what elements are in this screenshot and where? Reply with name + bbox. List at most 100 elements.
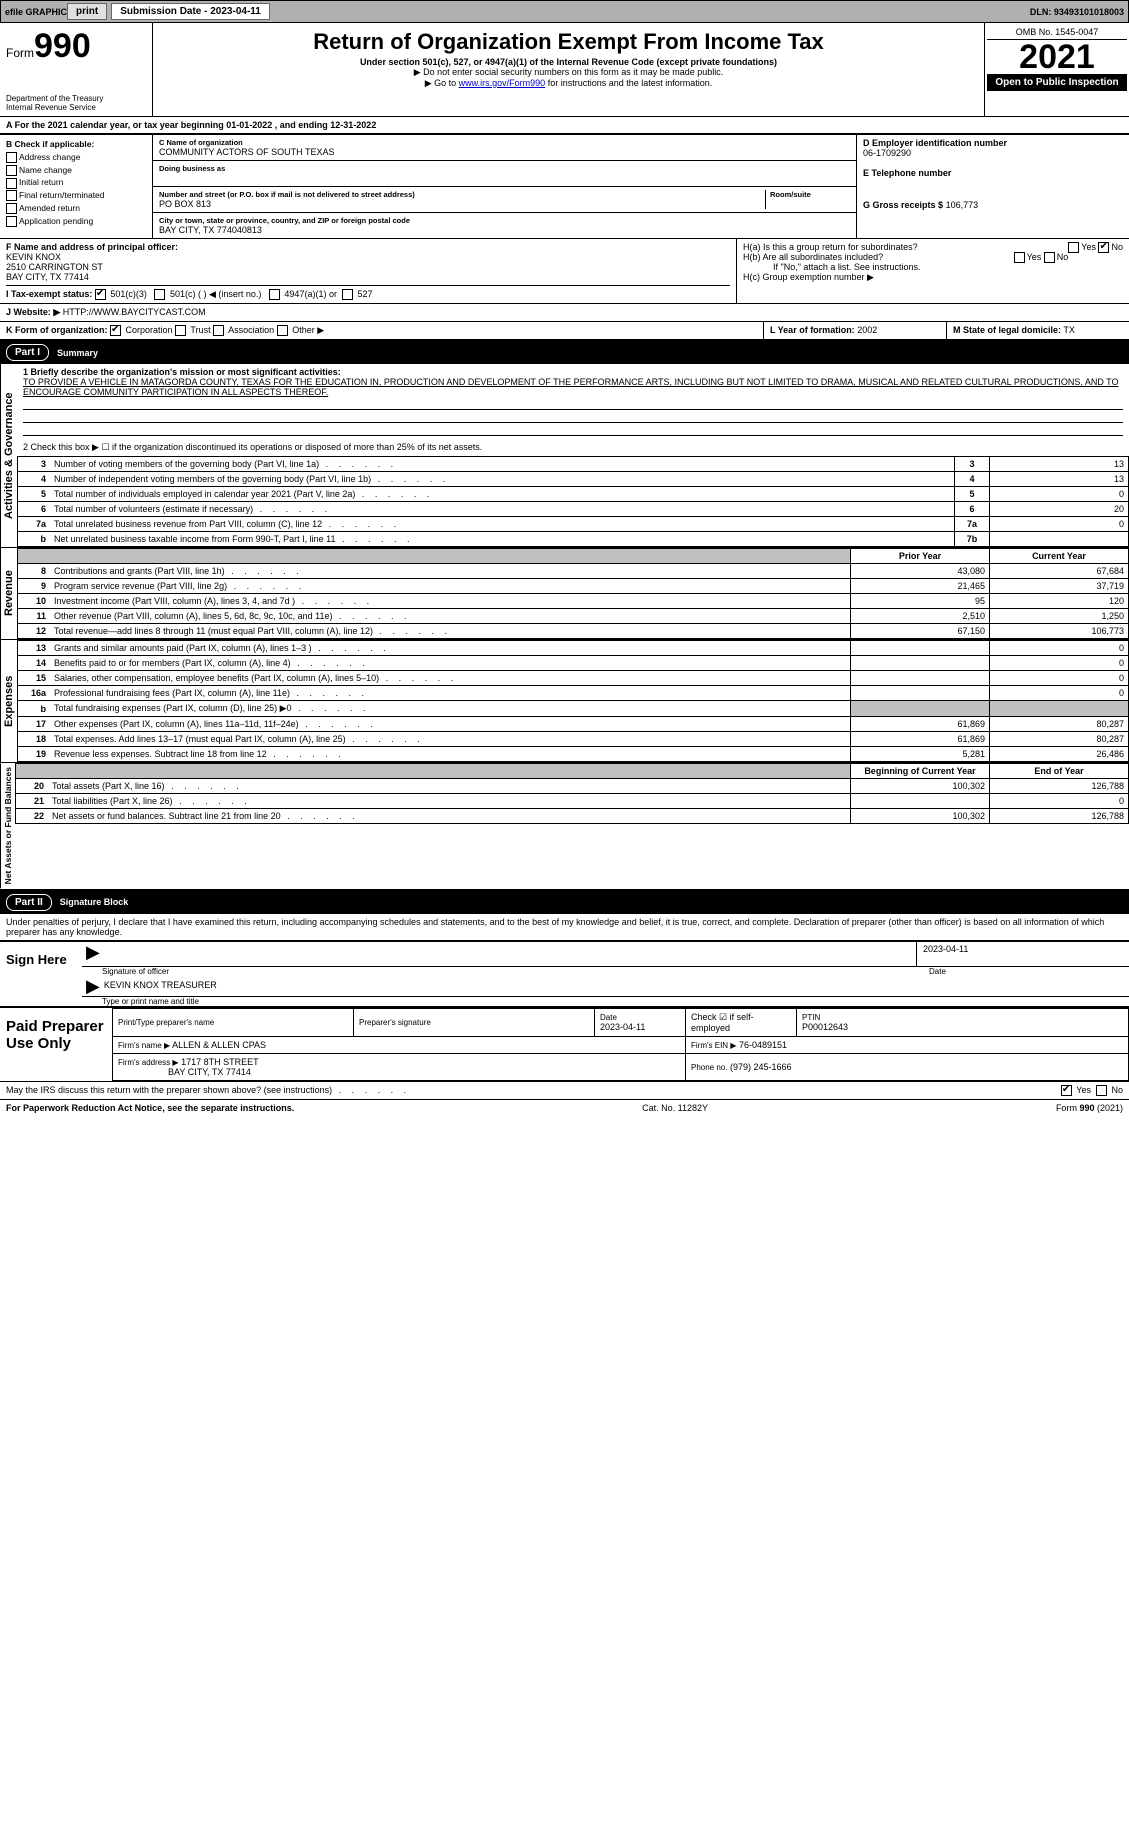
note-link: ▶ Go to www.irs.gov/Form990 for instruct…	[159, 78, 978, 89]
chk-name[interactable]	[6, 165, 17, 176]
current-val: 0	[990, 641, 1129, 656]
current-val: 106,773	[990, 624, 1129, 639]
chk-527[interactable]	[342, 289, 353, 300]
hb-no: No	[1057, 252, 1069, 262]
line-no: 16a	[18, 686, 51, 701]
prior-val: 21,465	[851, 579, 990, 594]
sign-date: 2023-04-11	[916, 942, 1129, 966]
chk-final-lbl: Final return/terminated	[19, 190, 105, 200]
line-desc: Program service revenue (Part VIII, line…	[50, 579, 851, 594]
part2-num: Part II	[6, 894, 52, 911]
prep-name-label: Print/Type preparer's name	[118, 1018, 348, 1027]
officer-name: KEVIN KNOX	[6, 252, 730, 262]
officer-addr2: BAY CITY, TX 77414	[6, 272, 730, 282]
top-bar: efile GRAPHIC print Submission Date - 20…	[0, 0, 1129, 23]
prep-date: 2023-04-11	[600, 1022, 680, 1032]
self-emp-label: Check ☑ if self-employed	[686, 1008, 797, 1036]
paid-label: Paid Preparer Use Only	[0, 1008, 112, 1081]
line-no: 8	[18, 564, 51, 579]
prior-val	[851, 656, 990, 671]
chk-discuss-no[interactable]	[1096, 1085, 1107, 1096]
chk-final[interactable]	[6, 190, 17, 201]
part1-title: Summary	[57, 348, 98, 358]
line-no: b	[18, 701, 51, 717]
current-val: 0	[990, 656, 1129, 671]
col-prior: Prior Year	[851, 549, 990, 564]
prior-val	[851, 701, 990, 717]
chk-ha-yes[interactable]	[1068, 242, 1079, 253]
chk-hb-yes[interactable]	[1014, 252, 1025, 263]
chk-amended[interactable]	[6, 203, 17, 214]
current-val: 126,788	[990, 779, 1129, 794]
chk-initial[interactable]	[6, 178, 17, 189]
lbl-501c3: 501(c)(3)	[110, 289, 147, 299]
line-no: 14	[18, 656, 51, 671]
form-org-label: K Form of organization:	[6, 325, 108, 335]
chk-pending[interactable]	[6, 216, 17, 227]
line-desc: Total revenue—add lines 8 through 11 (mu…	[50, 624, 851, 639]
chk-discuss-yes[interactable]	[1061, 1085, 1072, 1096]
officer-addr1: 2510 CARRINGTON ST	[6, 262, 730, 272]
discuss-yes: Yes	[1076, 1085, 1091, 1095]
line-no: 17	[18, 717, 51, 732]
check-app: Application pending	[6, 215, 146, 228]
line-no: 5	[18, 487, 51, 502]
section-net: Net Assets or Fund Balances Beginning of…	[0, 763, 1129, 890]
chk-corp[interactable]	[110, 325, 121, 336]
line-no: 4	[18, 472, 51, 487]
chk-name-lbl: Name change	[19, 165, 72, 175]
section-ag: Activities & Governance 1 Briefly descri…	[0, 364, 1129, 548]
sign-block: Sign Here ▶ 2023-04-11 Signature of offi…	[0, 940, 1129, 1006]
line-desc: Total fundraising expenses (Part IX, col…	[50, 701, 851, 717]
line-box: 6	[955, 502, 990, 517]
prior-val: 100,302	[851, 779, 990, 794]
submission-date-button[interactable]: Submission Date - 2023-04-11	[111, 3, 270, 20]
part2-header: Part II Signature Block	[0, 891, 1129, 914]
website-label: J Website: ▶	[6, 307, 60, 317]
current-val: 26,486	[990, 747, 1129, 762]
state-label: M State of legal domicile:	[953, 325, 1061, 335]
chk-501c[interactable]	[154, 289, 165, 300]
chk-trust[interactable]	[175, 325, 186, 336]
current-val: 67,684	[990, 564, 1129, 579]
firm-name: ALLEN & ALLEN CPAS	[172, 1040, 266, 1050]
current-val: 0	[990, 686, 1129, 701]
ha-yes: Yes	[1081, 242, 1096, 252]
officer-label: F Name and address of principal officer:	[6, 242, 730, 252]
prior-val: 61,869	[851, 717, 990, 732]
line-val: 13	[990, 472, 1129, 487]
chk-other[interactable]	[277, 325, 288, 336]
prior-val	[851, 671, 990, 686]
line-no: 10	[18, 594, 51, 609]
paid-block: Paid Preparer Use Only Print/Type prepar…	[0, 1006, 1129, 1081]
line-box: 5	[955, 487, 990, 502]
mission-text: TO PROVIDE A VEHICLE IN MATAGORDA COUNTY…	[23, 377, 1123, 397]
discuss-row: May the IRS discuss this return with the…	[0, 1081, 1129, 1099]
dba-label: Doing business as	[159, 164, 850, 173]
line-desc: Total liabilities (Part X, line 26)	[48, 794, 851, 809]
chk-hb-no[interactable]	[1044, 252, 1055, 263]
chk-assoc[interactable]	[213, 325, 224, 336]
page-footer: For Paperwork Reduction Act Notice, see …	[0, 1099, 1129, 1116]
col-end: End of Year	[990, 764, 1129, 779]
table-net: Beginning of Current Year End of Year 20…	[15, 763, 1129, 824]
vlabel-net: Net Assets or Fund Balances	[0, 763, 15, 888]
signer-name: KEVIN KNOX TREASURER	[104, 976, 1129, 996]
check-amend: Amended return	[6, 202, 146, 215]
line-desc: Professional fundraising fees (Part IX, …	[50, 686, 851, 701]
chk-501c3[interactable]	[95, 289, 106, 300]
part2-title: Signature Block	[60, 897, 129, 907]
chk-address[interactable]	[6, 152, 17, 163]
form-footer: Form 990 (2021)	[1056, 1103, 1123, 1113]
chk-ha-no[interactable]	[1098, 242, 1109, 253]
irs-link[interactable]: www.irs.gov/Form990	[459, 78, 546, 88]
irs-label: Internal Revenue Service	[6, 103, 146, 112]
chk-4947[interactable]	[269, 289, 280, 300]
prior-val: 67,150	[851, 624, 990, 639]
form-title: Return of Organization Exempt From Incom…	[159, 29, 978, 55]
line-desc: Salaries, other compensation, employee b…	[50, 671, 851, 686]
print-button[interactable]: print	[67, 3, 107, 20]
box-b-title: B Check if applicable:	[6, 138, 146, 151]
prior-val: 61,869	[851, 732, 990, 747]
line-no: 7a	[18, 517, 51, 532]
